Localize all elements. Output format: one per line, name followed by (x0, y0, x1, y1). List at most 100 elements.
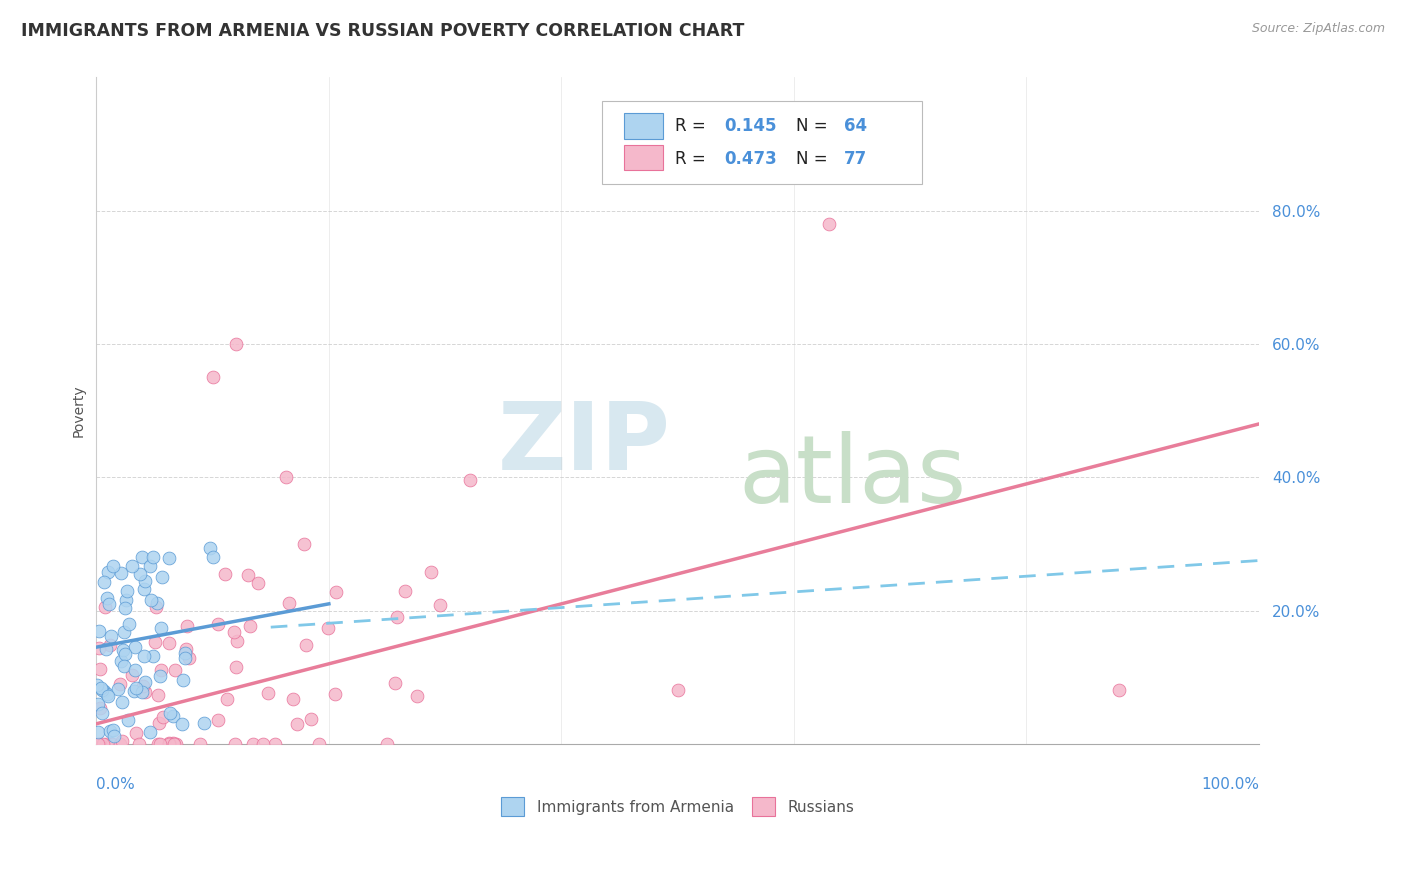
Point (375, 737, 398, 751)
Point (134, 685, 156, 699)
Point (215, 691, 238, 706)
Point (131, 550, 153, 565)
Text: IMMIGRANTS FROM ARMENIA VS RUSSIAN POVERTY CORRELATION CHART: IMMIGRANTS FROM ARMENIA VS RUSSIAN POVER… (21, 22, 744, 40)
Point (323, 687, 346, 701)
Point (112, 625, 135, 640)
Point (224, 625, 246, 640)
Point (157, 737, 180, 751)
Text: R =: R = (675, 117, 711, 135)
Text: R =: R = (675, 150, 711, 168)
Point (170, 717, 193, 731)
Point (246, 576, 269, 591)
Point (115, 583, 138, 598)
Point (134, 574, 156, 589)
Point (225, 660, 247, 674)
Point (252, 737, 274, 751)
Point (97, 565, 120, 579)
Point (101, 737, 124, 751)
Point (149, 737, 172, 751)
Point (108, 737, 131, 751)
FancyBboxPatch shape (602, 101, 922, 184)
Point (98, 597, 121, 611)
Point (148, 688, 170, 702)
Point (86, 678, 108, 692)
Point (87, 697, 110, 711)
Point (125, 681, 148, 695)
Point (394, 583, 416, 598)
Point (207, 617, 229, 632)
Point (193, 716, 215, 731)
Point (114, 648, 136, 662)
Text: ZIP: ZIP (498, 398, 671, 490)
Point (149, 621, 172, 635)
Point (299, 712, 322, 726)
Point (162, 736, 184, 750)
Point (134, 674, 156, 689)
Point (429, 598, 451, 612)
Point (172, 673, 194, 688)
Text: atlas: atlas (738, 431, 966, 524)
Point (157, 551, 180, 566)
Point (198, 541, 221, 556)
Point (117, 713, 139, 727)
Point (100, 629, 122, 643)
Point (139, 724, 162, 739)
Point (93, 683, 115, 698)
Point (294, 638, 316, 652)
Point (257, 685, 280, 699)
Point (143, 635, 166, 649)
Point (666, 683, 689, 698)
Point (90, 681, 112, 695)
Point (420, 565, 443, 579)
Point (112, 659, 135, 673)
Point (281, 692, 304, 706)
Point (292, 537, 315, 551)
Point (110, 677, 132, 691)
Point (94, 737, 117, 751)
Point (96, 686, 118, 700)
Point (93, 574, 115, 589)
Point (239, 619, 262, 633)
Point (384, 676, 406, 690)
Point (87, 737, 110, 751)
Point (174, 642, 197, 657)
Point (124, 640, 146, 655)
Point (94, 642, 117, 657)
Point (207, 714, 229, 728)
Point (157, 736, 180, 750)
Point (131, 685, 153, 699)
Text: 0.473: 0.473 (724, 150, 778, 168)
Y-axis label: Poverty: Poverty (72, 384, 86, 437)
Point (93, 737, 115, 751)
Point (124, 684, 146, 698)
Point (112, 643, 135, 657)
Text: 0.0%: 0.0% (97, 777, 135, 792)
Point (157, 636, 180, 650)
Point (90, 683, 112, 698)
Text: N =: N = (796, 150, 834, 168)
Point (308, 737, 330, 751)
Point (89, 662, 111, 676)
Point (174, 651, 197, 665)
Point (242, 737, 264, 751)
Point (274, 470, 297, 484)
Point (458, 473, 481, 487)
Point (103, 729, 125, 743)
Point (165, 737, 187, 751)
Text: Source: ZipAtlas.com: Source: ZipAtlas.com (1251, 22, 1385, 36)
Point (162, 708, 184, 723)
FancyBboxPatch shape (624, 145, 662, 170)
Point (316, 621, 339, 635)
Point (111, 694, 134, 708)
Point (98, 724, 121, 739)
Point (111, 733, 134, 747)
Point (159, 706, 181, 720)
Point (146, 596, 169, 610)
Point (97, 689, 120, 703)
Point (89, 701, 111, 715)
Point (163, 663, 186, 677)
Point (142, 549, 165, 564)
Point (107, 681, 129, 696)
Point (149, 663, 172, 677)
Text: 77: 77 (844, 150, 868, 168)
